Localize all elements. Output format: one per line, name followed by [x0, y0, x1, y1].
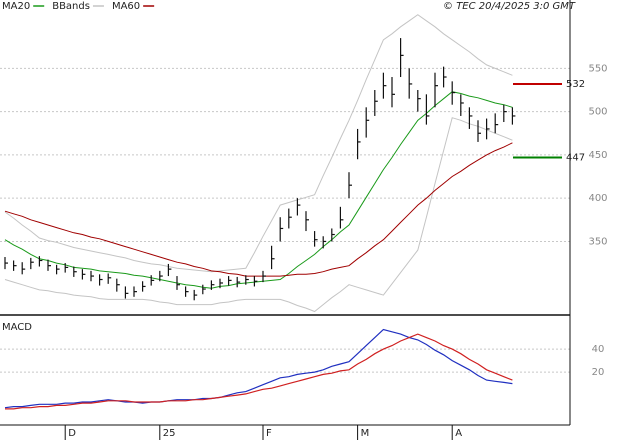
- y-tick-label: 450: [588, 150, 607, 161]
- x-tick-label: F: [266, 428, 272, 439]
- level-label: 447: [566, 153, 585, 164]
- ma-line: [4, 142, 513, 277]
- y-tick-label: 350: [588, 236, 607, 247]
- legend-label: MA60: [112, 1, 140, 12]
- x-tick-label: M: [361, 428, 370, 439]
- macd-line: [5, 333, 513, 410]
- copyright: © TEC 20/4/2025 3:0 GMT: [443, 1, 576, 12]
- y-tick-label: 500: [588, 107, 607, 118]
- legend-label: BBands: [52, 1, 90, 12]
- y-tick-label: 40: [592, 344, 605, 355]
- level-label: 532: [566, 79, 585, 90]
- grid-layer: [0, 67, 570, 373]
- band-upper: [4, 14, 513, 273]
- band-lower: [4, 117, 513, 313]
- x-tick-label: 25: [163, 428, 176, 439]
- ma-line: [4, 91, 513, 289]
- y-tick-label: 20: [592, 367, 605, 378]
- legend-label: MA20: [2, 1, 30, 12]
- x-tick-label: A: [455, 428, 462, 439]
- legend: MA20 BBands MA60: [2, 1, 155, 12]
- macd-line: [4, 328, 513, 409]
- macd-title: MACD: [2, 322, 32, 333]
- y-tick-label: 400: [588, 193, 607, 204]
- y-tick-label: 550: [588, 63, 607, 74]
- x-tick-label: D: [68, 428, 76, 439]
